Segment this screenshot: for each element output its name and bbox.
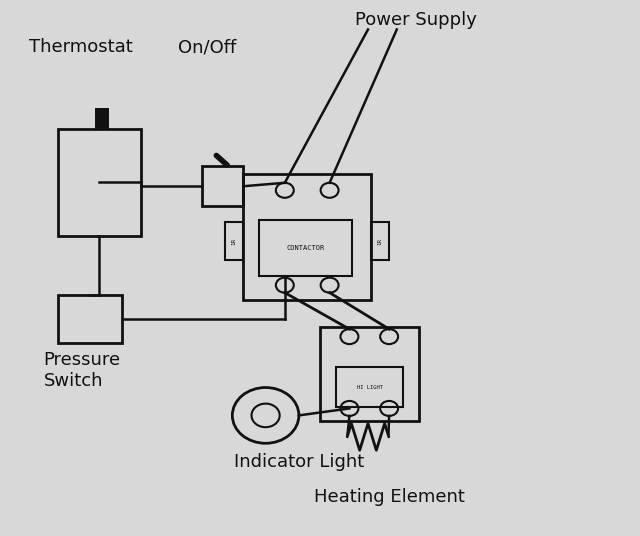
Bar <box>320 327 419 421</box>
Bar <box>336 367 403 407</box>
Text: CONTACTOR: CONTACTOR <box>287 245 324 251</box>
Text: 1R: 1R <box>378 237 383 245</box>
Text: HI LIGHT: HI LIGHT <box>356 385 383 390</box>
Text: Power Supply: Power Supply <box>355 11 477 29</box>
Bar <box>58 295 122 343</box>
Bar <box>259 220 352 276</box>
Bar <box>371 222 389 260</box>
Bar <box>202 166 243 206</box>
Text: Pressure
Switch: Pressure Switch <box>44 351 121 390</box>
Bar <box>243 174 371 300</box>
Bar <box>225 222 243 260</box>
Text: 1R: 1R <box>232 237 237 245</box>
Text: Heating Element: Heating Element <box>314 488 465 506</box>
Text: Thermostat: Thermostat <box>29 38 132 56</box>
Bar <box>95 108 109 129</box>
Text: On/Off: On/Off <box>178 38 236 56</box>
Text: Indicator Light: Indicator Light <box>234 453 364 471</box>
Bar <box>58 129 141 236</box>
